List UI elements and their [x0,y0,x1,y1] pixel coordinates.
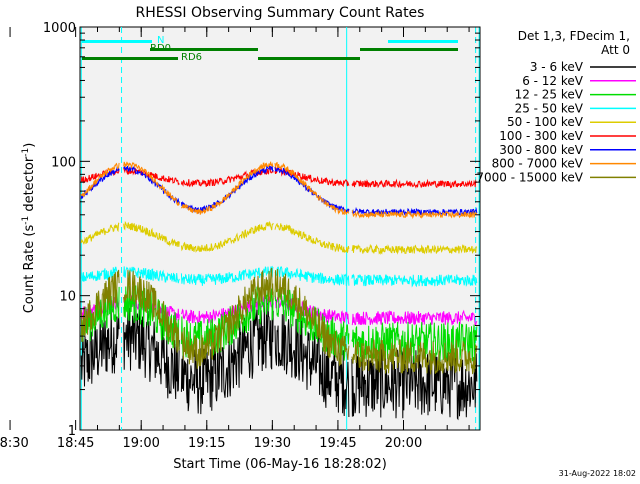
legend-entry-label: 12 - 25 keV [515,88,584,102]
legend-entry-label: 50 - 100 keV [507,115,584,129]
rd6-flag-bar [258,57,360,60]
series-line-7 [80,161,478,220]
date-stamp: 31-Aug-2022 18:02 [559,469,636,478]
series-line-4 [80,220,478,256]
legend-entry-label: 7000 - 15000 keV [476,170,583,184]
legend-entry-label: 25 - 50 keV [515,101,584,115]
flag-label-n: N [157,35,164,46]
night-flag-bar [388,40,458,43]
night-flag-bar [82,40,152,43]
series-line-3 [80,265,478,288]
x-axis-label: Start Time (06-May-16 18:28:02) [173,457,387,472]
flag-label-rd6: RD6 [181,52,202,63]
rd0-flag-bar [150,48,258,51]
series-line-8 [80,267,478,375]
legend-header-line2: Att 0 [601,43,630,57]
y-tick-label: 10 [59,290,76,305]
legend-entry-label: 100 - 300 keV [499,129,583,143]
y-tick-label: 1000 [43,21,76,36]
x-tick-label: 19:15 [188,436,225,451]
y-tick-label: 1 [68,424,76,439]
x-tick-label: 19:30 [254,436,291,451]
x-tick-label: 19:00 [122,436,159,451]
x-tick-label: 20:00 [385,436,422,451]
rd6-flag-bar [82,57,178,60]
legend-entry-label: 6 - 12 keV [522,74,584,88]
x-tick-label: 18:30 [0,436,29,451]
legend-entry-label: 3 - 6 keV [530,60,584,74]
chart-title: RHESSI Observing Summary Count Rates [136,5,425,21]
legend-entry-label: 800 - 7000 keV [492,157,584,171]
y-tick-label: 100 [51,155,76,170]
rd0-flag-bar [360,48,458,51]
flag-label-rd0: RD0 [150,43,171,54]
y-axis-label: Count Rate (s-1 detector-1) [21,143,37,314]
x-tick-label: 18:45 [57,436,94,451]
x-tick-label: 19:45 [319,436,356,451]
legend-header-line1: Det 1,3, FDecim 1, [518,29,630,43]
legend-entry-label: 300 - 800 keV [499,143,583,157]
